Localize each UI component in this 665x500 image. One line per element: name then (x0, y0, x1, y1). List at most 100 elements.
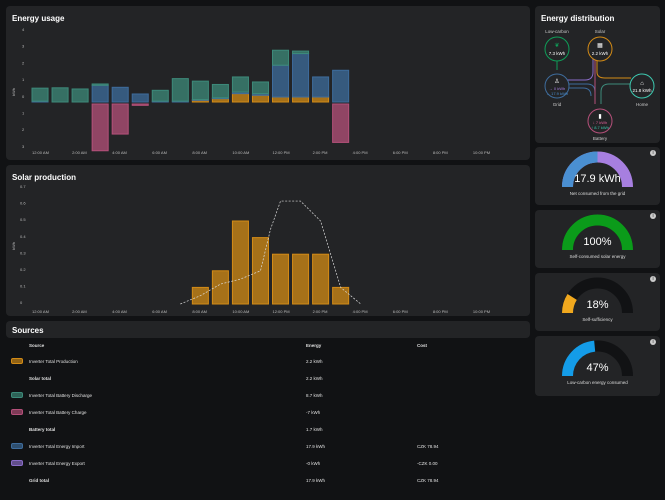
info-icon[interactable]: i (650, 339, 656, 345)
table-row: Inverter Total Energy Export -0 kWh -CZK 0… (6, 455, 530, 472)
x-tick: 10:00 AM (232, 150, 249, 155)
table-row: Inverter Total Battery Discharge 8.7 kWh (6, 387, 530, 404)
gauge-label: Net consumed from the grid (569, 191, 626, 196)
legend-swatch[interactable] (11, 358, 23, 364)
bar-battery_out (91, 83, 109, 86)
bar-grid_in (292, 53, 310, 98)
source-energy: -7 kWh (306, 410, 321, 415)
bar-battery_in (332, 103, 350, 143)
x-tick: 12:00 PM (273, 309, 290, 314)
x-tick: 2:00 AM (72, 309, 87, 314)
source-name: Inverter Total Battery Discharge (29, 393, 92, 398)
info-icon[interactable]: i (650, 276, 656, 282)
bar-solar (211, 98, 229, 103)
gauge-card: i 17.9 kWh Net consumed from the grid (535, 147, 660, 205)
y-tick: 0.2 (20, 267, 26, 272)
x-tick: 8:00 AM (192, 309, 207, 314)
grid-in: ← 17.9 kWh (546, 91, 568, 96)
x-tick: 4:00 PM (353, 309, 368, 314)
gauge-value: 47% (586, 362, 609, 374)
source-energy: 8.7 kWh (306, 393, 323, 398)
home-value: 21.8 kWh (632, 88, 652, 93)
bar-battery_out (171, 78, 189, 102)
info-icon[interactable]: i (650, 213, 656, 219)
legend-swatch[interactable] (11, 443, 23, 449)
gauge-card: i 18% Self-sufficiency (535, 273, 660, 331)
gauge-value: 17.9 kWh (574, 173, 621, 185)
legend-swatch[interactable] (11, 392, 23, 398)
battery-in: ↓ 7 kWh (593, 120, 607, 125)
col-energy: Energy (306, 343, 322, 348)
bar-solar (251, 94, 269, 103)
source-cost: CZK 78.94 (417, 478, 439, 483)
bar-battery_out (71, 88, 89, 103)
grid-label: Grid (553, 102, 562, 107)
x-tick: 4:00 PM (353, 150, 368, 155)
y-tick: 3 (22, 44, 25, 49)
gauge-label: Self-sufficiency (582, 317, 613, 322)
source-name: Inverter Total Battery Charge (29, 410, 87, 415)
sources-table: Source Energy Cost Inverter Total Produc… (6, 341, 530, 489)
bar-battery_in (131, 103, 149, 106)
gauge-label: Low-carbon energy consumed (567, 380, 628, 385)
x-tick: 8:00 PM (433, 150, 448, 155)
energy-usage-chart: 4 3 2 1 0 1 2 3 kWh 12:00 AM 2:00 AM 4:00 AM 6:00 AM… (11, 27, 490, 155)
x-tick: 6:00 AM (152, 150, 167, 155)
info-icon[interactable]: i (650, 150, 656, 156)
solar-bar (272, 253, 290, 305)
table-header: Source Energy Cost (6, 341, 530, 353)
battery-label: Battery (593, 136, 608, 141)
x-tick: 12:00 PM (273, 150, 290, 155)
source-name: Inverter Total Production (29, 359, 78, 364)
source-energy: 17.9 kWh (306, 444, 326, 449)
bar-battery_in (111, 103, 129, 135)
col-cost: Cost (417, 343, 427, 348)
leaf-icon: ❦ (554, 42, 559, 49)
x-tick: 6:00 AM (152, 309, 167, 314)
bar-solar (312, 96, 330, 103)
col-source: Source (29, 343, 45, 348)
x-tick: 6:00 PM (393, 309, 408, 314)
bar-battery_out (51, 87, 69, 103)
legend-swatch[interactable] (11, 409, 23, 415)
x-tick: 10:00 AM (232, 309, 249, 314)
source-cost: CZK 78.94 (417, 444, 439, 449)
bar-battery_out (272, 49, 290, 66)
distribution-diagram: Low-carbon ❦ 7.3 kWh Solar ▦ 2.2 kWh ♙ →… (544, 29, 655, 141)
energy-usage-title: Energy usage (12, 14, 65, 23)
y-tick: 0 (20, 300, 23, 305)
x-tick: 12:00 AM (32, 309, 49, 314)
y-tick: 0.1 (20, 284, 26, 289)
bar-battery_out (151, 89, 169, 102)
y-tick: 2 (22, 60, 25, 65)
source-energy: 2.2 kWh (306, 376, 323, 381)
transmission-tower-icon: ♙ (554, 78, 559, 85)
bar-battery_out (292, 50, 310, 55)
source-name: Battery total (29, 427, 56, 432)
y-tick: 0.6 (20, 201, 26, 206)
bar-battery_in (91, 103, 109, 152)
solar-panel-icon: ▦ (597, 43, 603, 49)
x-tick: 10:00 PM (473, 150, 490, 155)
y-tick: 1 (22, 77, 25, 82)
gauge-value: 18% (586, 299, 609, 311)
bar-battery_out (191, 80, 209, 100)
legend-swatch[interactable] (11, 460, 23, 466)
gauge-label: Self-consumed solar energy (569, 254, 626, 259)
y-tick: 0.4 (20, 234, 26, 239)
source-cost: -CZK 0.00 (417, 461, 438, 466)
energy-usage-card: Energy usage 4 3 2 1 0 1 2 3 kWh 12:00 AM 2:00 AM 4… (6, 6, 530, 160)
source-name: Inverter Total Energy Export (29, 461, 85, 466)
battery-icon: ▮ (598, 114, 601, 120)
y-tick: 0.3 (20, 250, 26, 255)
bar-grid_in (111, 86, 129, 103)
battery-out: ↑ 8.7 kWh (591, 125, 609, 130)
x-tick: 4:00 AM (112, 150, 127, 155)
y-tick: 4 (22, 27, 25, 32)
sources-title: Sources (12, 326, 44, 335)
bar-grid_in (91, 84, 109, 103)
table-row: Solar total 2.2 kWh (6, 370, 530, 387)
x-tick: 12:00 AM (32, 150, 49, 155)
bar-battery_out (31, 87, 49, 102)
source-energy: 1.7 kWh (306, 427, 323, 432)
